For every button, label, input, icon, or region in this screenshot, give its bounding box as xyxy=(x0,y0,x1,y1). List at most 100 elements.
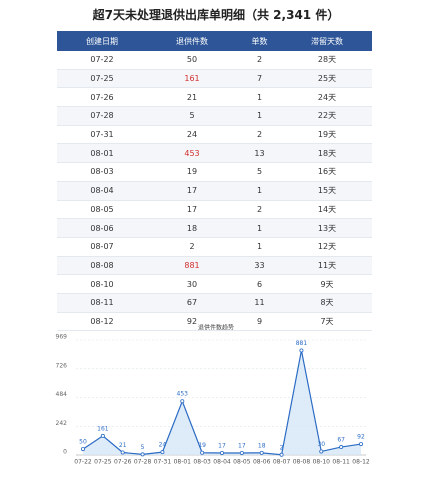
table-cell: 08-05 xyxy=(57,200,147,220)
table-cell: 07-25 xyxy=(57,69,147,89)
point xyxy=(299,348,304,353)
column-header: 退供件数 xyxy=(147,31,237,51)
table-cell: 453 xyxy=(147,143,237,164)
point xyxy=(279,452,284,457)
table-cell: 1 xyxy=(237,106,282,126)
column-header: 创建日期 xyxy=(57,31,147,51)
table-cell: 1 xyxy=(237,218,282,238)
x-tick-label: 08-01 xyxy=(174,459,192,466)
point xyxy=(358,442,363,447)
x-tick-label: 08-12 xyxy=(352,459,370,466)
table-cell: 30 xyxy=(147,274,237,294)
table-cell: 1 xyxy=(237,87,282,108)
x-tick-label: 08-11 xyxy=(332,459,350,466)
table-cell: 22天 xyxy=(282,106,372,126)
table-row: 08-08 881 33 11天 xyxy=(57,256,372,276)
table-cell: 18天 xyxy=(282,143,372,164)
data-label: 18 xyxy=(258,442,266,449)
table-cell: 13天 xyxy=(282,218,372,238)
data-label: 2 xyxy=(280,444,284,451)
table-cell: 92 xyxy=(147,312,237,332)
table-cell: 24天 xyxy=(282,87,372,108)
table-row: 07-31 24 2 19天 xyxy=(57,125,372,145)
table-cell: 25天 xyxy=(282,69,372,89)
chart-title: 退供件数趋势 xyxy=(198,324,234,332)
table-row: 08-01 453 13 18天 xyxy=(57,143,372,164)
table-cell: 2 xyxy=(237,200,282,220)
table-cell: 6 xyxy=(237,274,282,294)
data-label: 21 xyxy=(119,442,127,449)
data-label: 24 xyxy=(159,442,167,449)
data-label: 50 xyxy=(79,439,87,446)
table-cell: 07-22 xyxy=(57,51,147,70)
table-row: 08-05 17 2 14天 xyxy=(57,200,372,220)
table-cell: 19 xyxy=(147,162,237,182)
x-tick-label: 07-25 xyxy=(94,459,112,466)
area xyxy=(83,350,361,455)
table-cell: 24 xyxy=(147,125,237,145)
table-cell: 67 xyxy=(147,293,237,313)
table-cell: 14天 xyxy=(282,200,372,220)
y-tick-label: 0 xyxy=(63,449,67,456)
table-cell: 33 xyxy=(237,256,282,276)
table-cell: 7 xyxy=(237,69,282,89)
table-cell: 11天 xyxy=(282,256,372,276)
table-cell: 15天 xyxy=(282,181,372,201)
point xyxy=(140,452,145,457)
table-row: 07-28 5 1 22天 xyxy=(57,106,372,126)
data-label: 30 xyxy=(317,441,325,448)
line xyxy=(82,350,362,456)
table-cell: 18 xyxy=(147,218,237,238)
table-cell: 17 xyxy=(147,200,237,220)
table-cell: 08-06 xyxy=(57,218,147,238)
data-label: 17 xyxy=(218,442,226,449)
data-label: 19 xyxy=(198,442,206,449)
point xyxy=(200,450,205,455)
x-tick-label: 07-26 xyxy=(114,459,132,466)
data-label: 17 xyxy=(238,442,246,449)
point xyxy=(81,447,86,452)
table-cell: 08-01 xyxy=(57,143,147,164)
y-tick-label: 726 xyxy=(56,362,68,369)
table-cell: 881 xyxy=(147,256,237,276)
x-tick-label: 08-07 xyxy=(273,459,291,466)
table-cell: 16天 xyxy=(282,162,372,182)
y-tick-label: 969 xyxy=(56,334,68,341)
y-tick-label: 484 xyxy=(56,391,68,398)
table-cell: 2 xyxy=(237,51,282,70)
data-label: 92 xyxy=(357,434,365,441)
point xyxy=(319,449,324,454)
table-cell: 8天 xyxy=(282,293,372,313)
point xyxy=(120,450,125,455)
table-row: 08-07 2 1 12天 xyxy=(57,237,372,257)
table-cell: 50 xyxy=(147,51,237,70)
table-cell: 7天 xyxy=(282,312,372,332)
table-cell: 9天 xyxy=(282,274,372,294)
table-cell: 9 xyxy=(237,312,282,332)
table-cell: 08-03 xyxy=(57,162,147,182)
x-tick-label: 07-31 xyxy=(154,459,172,466)
column-header: 单数 xyxy=(237,31,282,51)
table-row: 08-06 18 1 13天 xyxy=(57,218,372,238)
table-cell: 5 xyxy=(237,162,282,182)
detail-table: 创建日期 退供件数 单数 滞留天数 07-22 50 2 28天 07-25 161 7 25天 07… xyxy=(57,31,372,332)
point xyxy=(339,445,344,450)
table-cell: 2 xyxy=(237,125,282,145)
x-tick-label: 08-04 xyxy=(213,459,231,466)
table-row: 07-22 50 2 28天 xyxy=(57,51,372,70)
trend-chart: 退供件数趋势 0 242 484 726 969 50 161 21 5 24 453 19 17 17 1… xyxy=(56,324,370,466)
data-label: 5 xyxy=(141,444,145,451)
point xyxy=(180,399,185,404)
table-cell: 07-28 xyxy=(57,106,147,126)
point xyxy=(160,450,165,455)
x-tick-label: 07-22 xyxy=(74,459,92,466)
table-row: 08-12 92 9 7天 xyxy=(57,312,372,332)
x-tick-label: 08-08 xyxy=(293,459,311,466)
table-row: 08-04 17 1 15天 xyxy=(57,181,372,201)
data-label: 67 xyxy=(337,437,345,444)
table-cell: 07-26 xyxy=(57,87,147,108)
table-cell: 08-12 xyxy=(57,312,147,332)
data-label: 161 xyxy=(97,425,109,432)
x-tick-label: 08-03 xyxy=(193,459,211,466)
